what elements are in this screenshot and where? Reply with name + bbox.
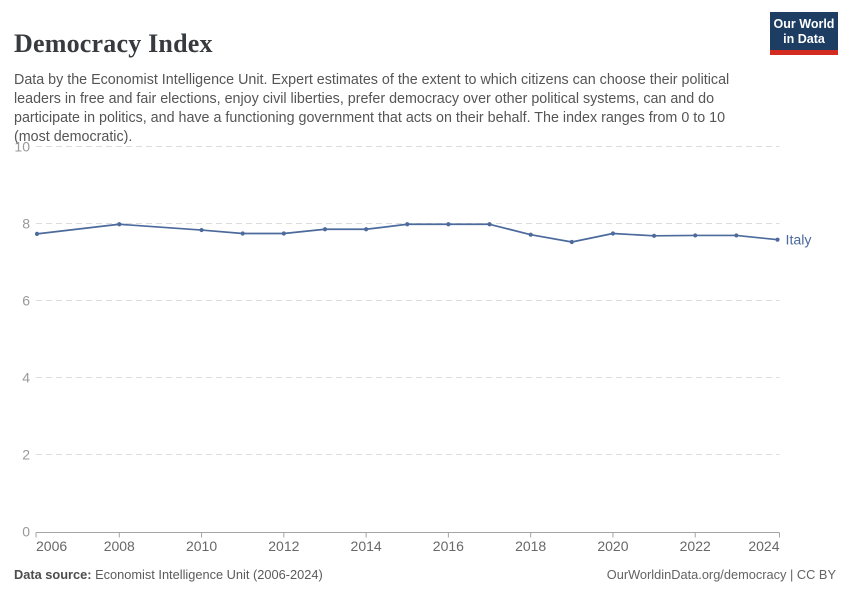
x-tick-label-2006: 2006: [36, 538, 67, 554]
data-point-2006[interactable]: [34, 231, 40, 236]
x-tick-label-2024: 2024: [748, 538, 779, 554]
data-point-2011[interactable]: [240, 231, 245, 236]
chart-title: Democracy Index: [14, 29, 213, 59]
data-point-2015[interactable]: [405, 222, 410, 227]
x-axis-labels: 2006 2008 2010 2012 2014 2016 2018 2020 2022 2024: [36, 538, 780, 554]
data-source-label: Data source:: [14, 567, 92, 582]
y-axis-labels: 0 2 4 6 8 10: [14, 138, 30, 539]
x-tick-label-2010: 2010: [186, 538, 217, 554]
data-point-2010[interactable]: [199, 227, 204, 233]
x-tick-label-2018: 2018: [515, 538, 546, 554]
chart-footer: Data source: Economist Intelligence Unit…: [14, 567, 836, 582]
series-points-italy: [34, 222, 780, 245]
y-tick-label-0: 0: [22, 523, 30, 539]
x-tick-label-2022: 2022: [680, 538, 711, 554]
x-tick-label-2008: 2008: [104, 538, 135, 554]
data-point-2020[interactable]: [610, 231, 616, 236]
y-tick-label-8: 8: [22, 215, 30, 231]
y-tick-label-4: 4: [22, 369, 30, 385]
series-end-label-italy[interactable]: Italy: [786, 232, 813, 248]
data-point-2024[interactable]: [775, 237, 780, 242]
x-axis: [35, 532, 780, 538]
data-point-2016[interactable]: [446, 222, 451, 227]
x-tick-label-2012: 2012: [268, 538, 299, 554]
owid-logo[interactable]: Our World in Data: [770, 12, 838, 55]
attribution-link[interactable]: OurWorldinData.org/democracy | CC BY: [606, 567, 836, 582]
data-point-2021[interactable]: [651, 233, 657, 238]
data-point-2014[interactable]: [364, 227, 369, 232]
data-point-2017[interactable]: [487, 222, 492, 227]
data-point-2013[interactable]: [322, 227, 328, 232]
data-point-2022[interactable]: [693, 233, 698, 238]
owid-logo-line2: in Data: [783, 31, 825, 46]
data-point-2008[interactable]: [117, 222, 122, 227]
y-tick-label-10: 10: [14, 138, 30, 154]
series-line-italy[interactable]: [36, 223, 779, 243]
data-source-value: Economist Intelligence Unit (2006-2024): [91, 567, 323, 582]
y-tick-label-6: 6: [22, 292, 30, 308]
chart-plot-area[interactable]: 0 2 4 6 8 10 2006 2008 2010 2012 2014 2016 2018 2020 2…: [0, 132, 850, 560]
x-tick-label-2016: 2016: [433, 538, 464, 554]
x-tick-label-2020: 2020: [597, 538, 628, 554]
chart-subtitle: Data by the Economist Intelligence Unit.…: [14, 72, 730, 146]
x-tick-label-2014: 2014: [351, 538, 382, 554]
y-gridlines: [36, 146, 780, 455]
owid-logo-line1: Our World: [773, 17, 835, 31]
data-point-2012[interactable]: [281, 231, 286, 236]
data-source-note: Data source: Economist Intelligence Unit…: [14, 567, 323, 582]
y-tick-label-2: 2: [22, 446, 30, 462]
data-point-2023[interactable]: [734, 233, 739, 238]
data-point-2018[interactable]: [528, 232, 533, 237]
data-point-2019[interactable]: [569, 239, 574, 245]
